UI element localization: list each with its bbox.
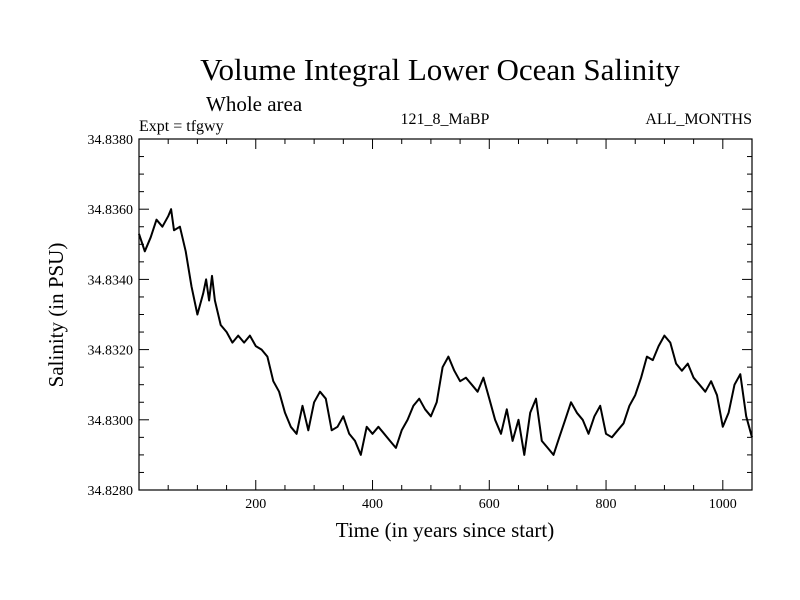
- plot-frame: [138, 138, 753, 491]
- x-tick-label: 200: [245, 497, 266, 512]
- series-line-salinity: [138, 208, 753, 456]
- annotation-left: Expt = tfgwy: [139, 118, 224, 135]
- y-tick-label: 34.8320: [88, 344, 134, 359]
- x-tick-label: 1000: [709, 497, 737, 512]
- annotation-right: ALL_MONTHS: [645, 111, 752, 128]
- y-axis: 34.8280 34.8300 34.8320 34.8340 34.8360 34.83…: [88, 133, 752, 499]
- x-tick-label: 400: [362, 497, 383, 512]
- x-tick-label: 800: [596, 497, 617, 512]
- y-tick-label: 34.8360: [88, 203, 134, 218]
- x-axis: 200 400 600 800 1000: [167, 139, 737, 512]
- y-tick-label: 34.8280: [88, 484, 134, 499]
- y-axis-label: Salinity (in PSU): [44, 243, 68, 388]
- y-tick-label: 34.8300: [88, 414, 134, 429]
- x-tick-label: 600: [479, 497, 500, 512]
- y-tick-label: 34.8340: [88, 273, 134, 288]
- annotation-center: 121_8_MaBP: [401, 111, 490, 128]
- chart-title: Volume Integral Lower Ocean Salinity: [200, 52, 680, 87]
- plot-area: 34.8280 34.8300 34.8320 34.8340 34.8360 34.83…: [88, 133, 753, 512]
- y-tick-label: 34.8380: [88, 133, 134, 148]
- chart-subtitle: Whole area: [206, 92, 303, 116]
- x-axis-label: Time (in years since start): [336, 518, 555, 542]
